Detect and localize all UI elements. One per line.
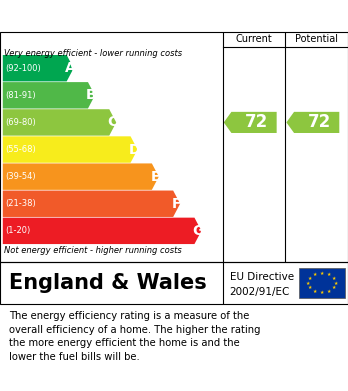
Polygon shape: [3, 55, 74, 81]
Text: ★: ★: [306, 280, 310, 285]
Text: ★: ★: [326, 289, 331, 294]
Text: ★: ★: [308, 276, 313, 281]
Text: Not energy efficient - higher running costs: Not energy efficient - higher running co…: [4, 246, 182, 255]
Text: ★: ★: [313, 272, 317, 277]
Text: Potential: Potential: [295, 34, 338, 45]
Text: ★: ★: [326, 272, 331, 277]
Text: ★: ★: [320, 290, 324, 295]
Text: (81-91): (81-91): [6, 91, 36, 100]
Text: (39-54): (39-54): [6, 172, 36, 181]
Polygon shape: [3, 136, 137, 163]
FancyBboxPatch shape: [299, 268, 345, 298]
Text: England & Wales: England & Wales: [9, 273, 206, 293]
Text: D: D: [128, 143, 140, 156]
Polygon shape: [3, 82, 95, 109]
Text: B: B: [86, 88, 97, 102]
Text: ★: ★: [308, 285, 313, 291]
Text: The energy efficiency rating is a measure of the
overall efficiency of a home. T: The energy efficiency rating is a measur…: [9, 311, 260, 362]
Text: EU Directive: EU Directive: [230, 272, 294, 282]
Text: ★: ★: [331, 276, 336, 281]
Text: (21-38): (21-38): [6, 199, 36, 208]
Polygon shape: [286, 112, 339, 133]
Text: Energy Efficiency Rating: Energy Efficiency Rating: [9, 7, 256, 25]
Text: F: F: [172, 197, 181, 211]
Text: (69-80): (69-80): [6, 118, 36, 127]
Text: G: G: [192, 224, 204, 238]
Text: 72: 72: [245, 113, 268, 131]
Text: ★: ★: [320, 271, 324, 276]
Text: 2002/91/EC: 2002/91/EC: [230, 287, 290, 297]
Polygon shape: [3, 190, 180, 217]
Polygon shape: [3, 163, 159, 190]
Text: C: C: [108, 115, 118, 129]
Text: (1-20): (1-20): [6, 226, 31, 235]
Text: (92-100): (92-100): [6, 64, 41, 73]
Text: E: E: [151, 170, 160, 184]
Text: ★: ★: [331, 285, 336, 291]
Text: (55-68): (55-68): [6, 145, 36, 154]
Text: ★: ★: [313, 289, 317, 294]
Text: 72: 72: [308, 113, 331, 131]
Text: ★: ★: [333, 280, 338, 285]
Text: A: A: [65, 61, 76, 75]
Polygon shape: [224, 112, 277, 133]
Polygon shape: [3, 218, 201, 244]
Text: Current: Current: [236, 34, 272, 45]
Text: Very energy efficient - lower running costs: Very energy efficient - lower running co…: [4, 49, 182, 58]
Polygon shape: [3, 109, 116, 136]
